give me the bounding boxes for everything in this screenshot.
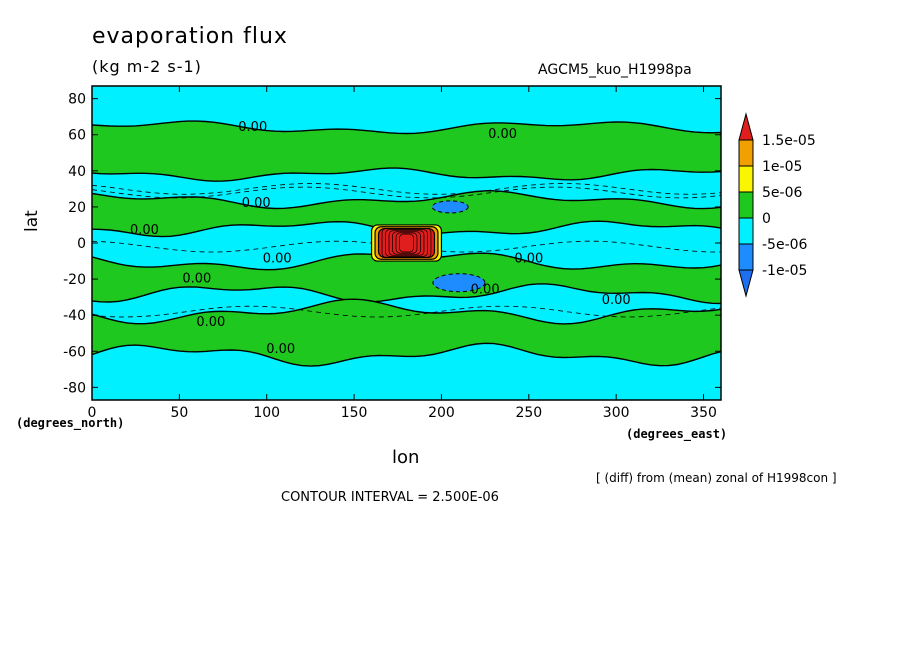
chart-title: evaporation flux xyxy=(92,24,288,49)
positive-region-nh-midlat-band xyxy=(92,120,721,182)
negative-center xyxy=(432,273,486,293)
x-tick-label: 150 xyxy=(341,405,368,421)
colorbar-segment xyxy=(738,191,754,219)
x-tick-label: 0 xyxy=(88,405,97,421)
positive-region-nh-subtropics xyxy=(92,190,721,238)
y-tick-label: 20 xyxy=(68,200,86,216)
colorbar-bottom-arrow xyxy=(738,269,754,298)
x-axis-label: lon xyxy=(392,447,420,468)
contour-label: 0.00 xyxy=(602,293,631,308)
contour-label: 0.00 xyxy=(196,315,225,330)
y-tick-label: 60 xyxy=(68,128,86,144)
colorbar-label: 1e-05 xyxy=(762,159,802,175)
y-tick-label: 80 xyxy=(68,92,86,108)
x-tick-label: 200 xyxy=(428,405,455,421)
y-tick-label: 40 xyxy=(68,164,86,180)
x-tick-label: 250 xyxy=(515,405,542,421)
y-tick-label: -40 xyxy=(63,308,86,324)
positive-region-sh-midlat-band xyxy=(92,298,721,367)
colorbar-label: -5e-06 xyxy=(762,237,808,253)
anomaly-contour xyxy=(381,228,432,258)
colorbar-label: 1.5e-05 xyxy=(762,133,816,149)
colorbar-segment xyxy=(738,217,754,245)
negative-center xyxy=(431,200,469,214)
diff-note: [ (diff) from (mean) zonal of H1998con ] xyxy=(596,471,837,485)
y-tick-label: -60 xyxy=(63,344,86,360)
contour-label: 0.00 xyxy=(471,282,500,297)
negative-contour xyxy=(92,305,721,318)
colorbar-top-arrow xyxy=(738,112,754,141)
contour-interval: CONTOUR INTERVAL = 2.500E-06 xyxy=(281,490,499,505)
contour-label: 0.00 xyxy=(266,342,295,357)
anomaly-contour xyxy=(392,231,421,255)
anomaly-contour xyxy=(388,230,425,256)
y-unit-label: (degrees_north) xyxy=(16,416,125,430)
anomaly-contour xyxy=(395,232,418,254)
negative-contour xyxy=(92,182,721,195)
plot-area: 0.00 0.00 0.00 0.00 0.00 0.00 0.00 0.00 0.00 0.00… xyxy=(92,86,721,400)
contour-label: 0.00 xyxy=(488,127,517,142)
x-tick-label: 100 xyxy=(253,405,280,421)
contour-label: 0.00 xyxy=(242,196,271,211)
y-tick-label: 0 xyxy=(77,236,86,252)
colorbar: 1.5e-05 1e-05 5e-06 0 -5e-06 -1e-05 xyxy=(738,112,816,298)
anomaly-contour xyxy=(385,229,428,257)
model-label: AGCM5_kuo_H1998pa xyxy=(538,62,692,78)
x-unit-label: (degrees_east) xyxy=(626,427,728,441)
anomaly-contour xyxy=(399,233,414,253)
negative-contour xyxy=(92,186,721,199)
x-tick-label: 50 xyxy=(170,405,188,421)
y-tick-label: -80 xyxy=(63,380,86,396)
contour-label: 0.00 xyxy=(514,252,543,267)
contour-label: 0.00 xyxy=(130,223,159,238)
colorbar-segment xyxy=(738,139,754,167)
y-tick-label: -20 xyxy=(63,272,86,288)
colorbar-label: 5e-06 xyxy=(762,185,802,201)
x-tick-label: 350 xyxy=(690,405,717,421)
contour-label: 0.00 xyxy=(182,272,211,287)
contour-label: 0.00 xyxy=(238,120,267,135)
colorbar-label: 0 xyxy=(762,211,771,227)
chart-units: (kg m-2 s-1) xyxy=(92,57,202,76)
colorbar-segment xyxy=(738,243,754,271)
contour-label: 0.00 xyxy=(263,252,292,267)
colorbar-label: -1e-05 xyxy=(762,263,807,279)
x-tick-label: 300 xyxy=(603,405,630,421)
axes: 0 50 100 150 200 250 300 350 -80 -60 -40 -20 0 20 40 60… xyxy=(63,86,721,421)
positive-region-sh-subtropics xyxy=(92,252,721,305)
colorbar-segment xyxy=(738,165,754,193)
